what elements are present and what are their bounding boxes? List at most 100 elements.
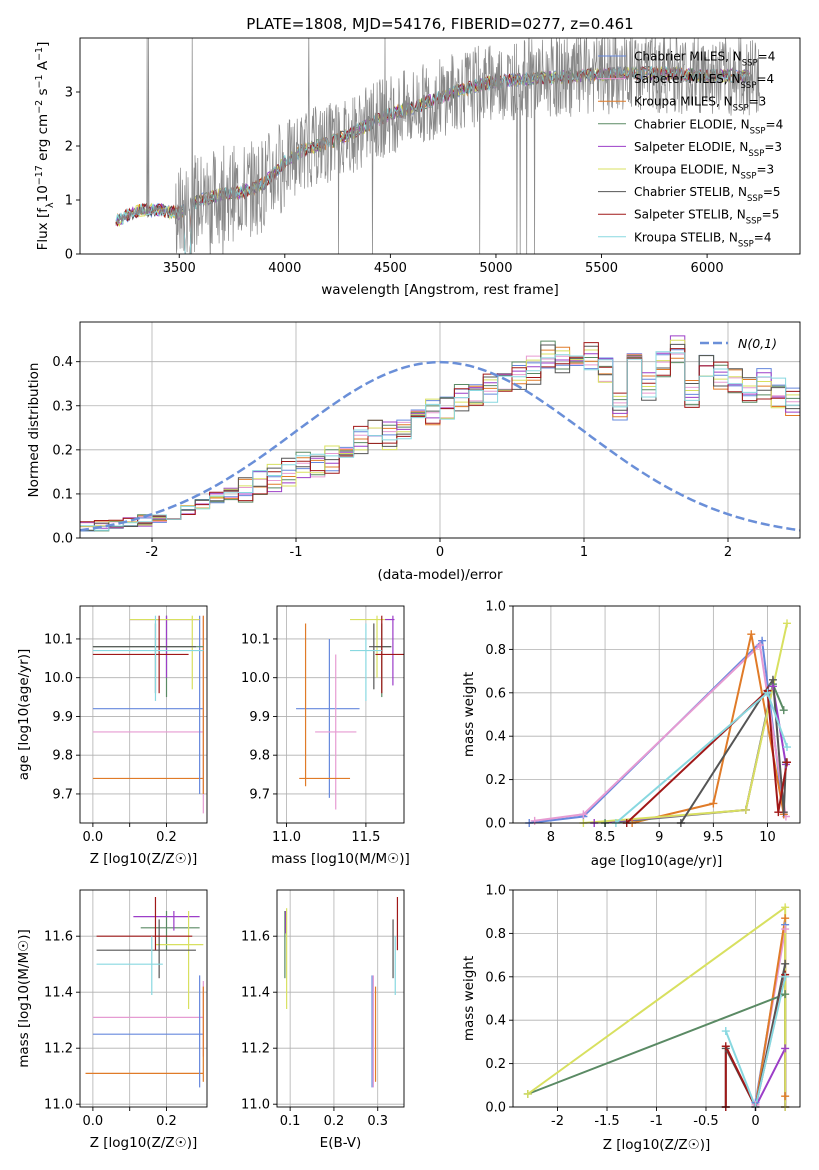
y-tick-label: 0.4 [52,355,73,370]
x-tick-label: 0 [436,545,444,560]
errorbar-clip-group [296,615,404,810]
y-tick-label: 1.0 [485,600,506,615]
x-tick-label: 0.0 [83,1114,104,1129]
legend-label: Chabrier STELIB, NSSP=5 [634,185,781,204]
x-tick-label: 5500 [585,261,618,276]
legend-label-name: Salpeter STELIB, N [634,208,746,222]
y-axis-label: age [log10(age/yr)] [16,649,32,781]
weight-marker [758,636,767,645]
legend-label-name: Kroupa ELODIE, N [634,163,741,177]
x-tick-label: -2 [551,1114,564,1129]
weight-marker [783,758,792,767]
legend-label-count: =4 [766,117,784,131]
weight-marker [781,925,790,934]
residual-histogram-step [80,340,800,532]
y-tick-label: 3 [65,86,73,101]
mass-vs-metallicity-panel: 0.0 0.2 11.0 11.2 11.4 11.6 Z [log10(Z/Z☉)] mas… [16,889,208,1151]
errorbar-clip-group [85,897,204,1088]
legend-label-count: =5 [763,185,781,199]
y-tick-label: 0.1 [52,487,73,502]
histogram-clip-group [80,335,800,532]
y-axis-label: mass weight [461,672,477,757]
y-tick-label: 11.0 [241,1098,270,1113]
legend-label-name: Kroupa STELIB, N [634,230,738,244]
y-tick-label: 9.8 [52,749,73,764]
observed-spectrum-line [116,38,761,254]
legend-label-count: =4 [756,72,774,86]
x-axis-label: Z [log10(Z/Z☉)] [90,1135,198,1151]
legend-label: N(0,1) [738,336,777,351]
weight-line [680,676,787,823]
x-tick-label: 3500 [163,261,196,276]
weight-line [631,633,785,823]
axes-frame [79,605,208,824]
weight-marker [523,1089,532,1098]
x-tick-label: 0.2 [156,1114,177,1129]
weight-vs-age-panel: 8 8.5 9 9.5 10 0.0 0.2 0.4 0.6 0.8 1.0 age [log10(a… [461,600,801,869]
x-tick-label: 0.3 [367,1114,388,1129]
weight-marker [747,630,756,639]
weight-marker [781,903,790,912]
x-tick-label: 11.0 [272,830,301,845]
weight-marker [768,675,777,684]
x-tick-label: 8.5 [595,830,616,845]
y-axis-label-part: 10 [35,185,51,202]
x-tick-label: 5000 [479,261,512,276]
legend-label-name: Chabrier ELODIE, N [634,117,750,131]
y-axis-label-part: A [35,60,51,74]
x-tick-label: 1 [580,545,588,560]
y-tick-label: 11.6 [44,930,73,945]
x-tick-label: 0 [751,1114,759,1129]
age-vs-mass-panel: 11.0 11.5 9.7 9.8 9.9 10.0 10.1 mass [log10(M/M… [241,605,410,867]
weight-marker [721,1027,730,1036]
weight-marker [781,1044,790,1053]
y-axis-label-part: erg cm [35,114,51,165]
weight-marker [709,799,718,808]
weight-marker [721,1042,730,1051]
legend-label-sub: SSP [742,59,758,69]
legend-label-sub: SSP [741,172,757,182]
legend-label: Salpeter ELODIE, NSSP=3 [634,140,782,159]
weight-line [626,688,788,823]
spectrum-clip-group [115,38,761,254]
legend-label: Kroupa STELIB, NSSP=4 [634,230,772,249]
y-tick-label: 11.4 [241,986,270,1001]
x-axis-label: Z [log10(Z/Z☉)] [603,1137,711,1153]
gaussian-curve [80,360,800,532]
legend-label-name: Salpeter MILES, N [634,72,741,86]
legend-label-sub: SSP [741,81,757,91]
residual-histogram-step [80,342,800,524]
legend-label-count: =3 [749,95,767,109]
axes-frame [512,605,801,824]
y-axis-label: Flux [fλ10−17 erg cm−2 s−1 A−1] [34,42,56,251]
x-tick-label: 2 [724,545,732,560]
age-vs-metallicity-panel: 0.0 0.2 9.7 9.8 9.9 10.0 10.1 Z [log10(Z/Z☉)] ag… [16,605,208,867]
weight-marker [579,810,588,819]
legend-label-count: =4 [754,230,772,244]
weight-marker [774,808,783,817]
x-tick-label: 0.2 [156,830,177,845]
y-axis-label-part: λ [45,202,56,208]
y-tick-label: 0.2 [52,443,73,458]
weight-marker [781,1092,790,1101]
x-tick-label: -1 [650,1114,663,1129]
y-axis-label-part: −2 [34,100,45,114]
weight-marker [783,619,792,628]
y-axis-label-part: ] [35,42,51,47]
y-tick-label: 0.4 [485,730,506,745]
y-tick-label: 11.2 [44,1042,73,1057]
weight-marker [783,743,792,752]
residual-histogram-panel: -2 -1 0 1 2 0.0 0.1 0.2 0.3 0.4 (data-model)/error… [26,321,801,583]
weight-marker [530,816,539,825]
legend-label: Salpeter MILES, NSSP=4 [634,72,774,91]
y-axis-label-part: −17 [34,165,45,185]
x-axis-label: wavelength [Angstrom, rest frame] [321,282,559,298]
y-tick-label: 0.6 [485,686,506,701]
x-tick-label: 9 [655,830,663,845]
y-tick-label: 10.0 [241,671,270,686]
y-axis-label: mass weight [461,956,477,1041]
y-tick-label: 11.4 [44,986,73,1001]
x-tick-label: 11.5 [351,830,380,845]
x-tick-label: 10 [759,830,776,845]
x-axis-label: age [log10(age/yr)] [591,853,723,869]
